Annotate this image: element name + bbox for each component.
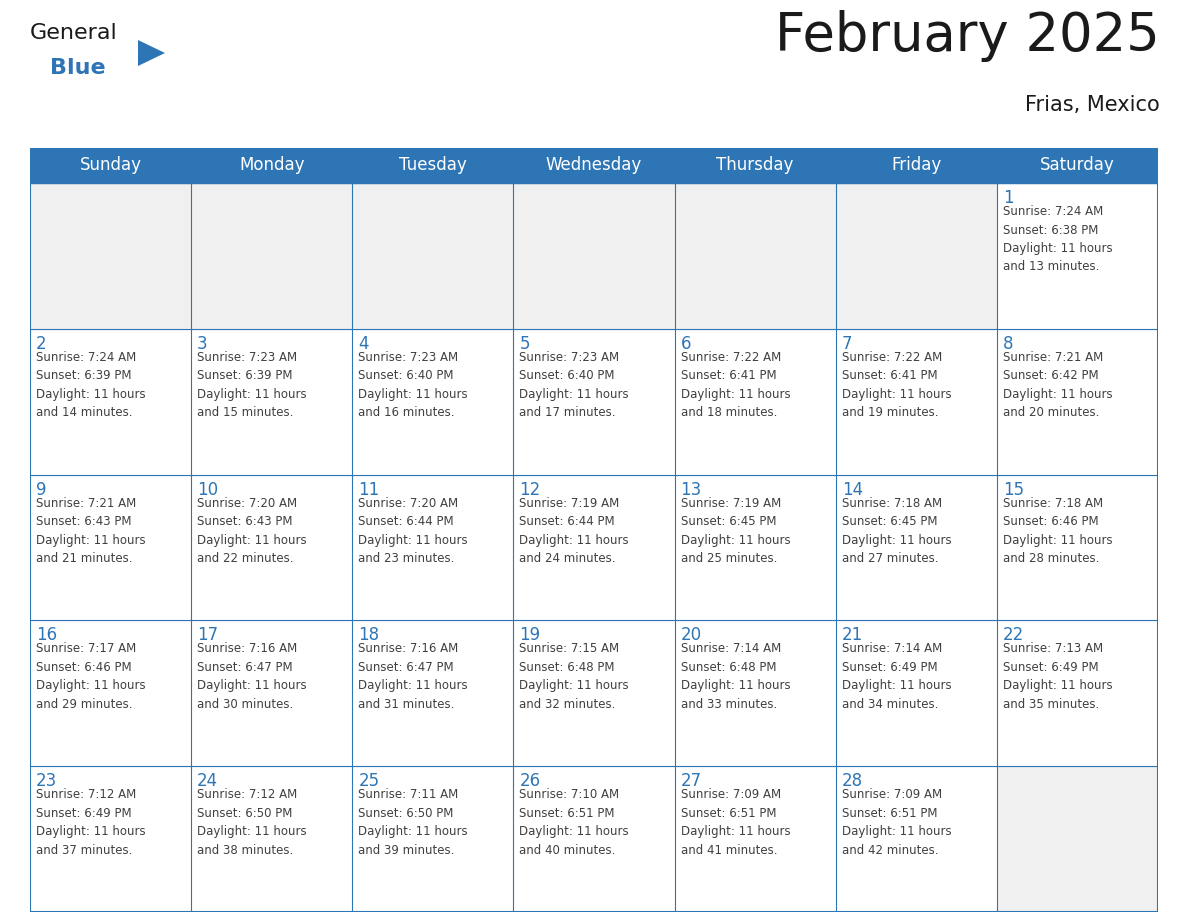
Text: Sunrise: 7:24 AM
Sunset: 6:38 PM
Daylight: 11 hours
and 13 minutes.: Sunrise: 7:24 AM Sunset: 6:38 PM Dayligh… [1003, 205, 1112, 274]
Text: 6: 6 [681, 335, 691, 353]
Text: 15: 15 [1003, 481, 1024, 498]
Text: Sunrise: 7:22 AM
Sunset: 6:41 PM
Daylight: 11 hours
and 19 minutes.: Sunrise: 7:22 AM Sunset: 6:41 PM Dayligh… [842, 351, 952, 420]
Text: 8: 8 [1003, 335, 1013, 353]
Text: Sunrise: 7:23 AM
Sunset: 6:40 PM
Daylight: 11 hours
and 17 minutes.: Sunrise: 7:23 AM Sunset: 6:40 PM Dayligh… [519, 351, 630, 420]
Text: 12: 12 [519, 481, 541, 498]
Text: Sunrise: 7:20 AM
Sunset: 6:43 PM
Daylight: 11 hours
and 22 minutes.: Sunrise: 7:20 AM Sunset: 6:43 PM Dayligh… [197, 497, 307, 565]
Text: Sunrise: 7:13 AM
Sunset: 6:49 PM
Daylight: 11 hours
and 35 minutes.: Sunrise: 7:13 AM Sunset: 6:49 PM Dayligh… [1003, 643, 1112, 711]
Text: Thursday: Thursday [716, 156, 794, 174]
Text: Tuesday: Tuesday [399, 156, 467, 174]
Text: Wednesday: Wednesday [545, 156, 643, 174]
Text: February 2025: February 2025 [776, 10, 1159, 62]
Text: Sunrise: 7:16 AM
Sunset: 6:47 PM
Daylight: 11 hours
and 30 minutes.: Sunrise: 7:16 AM Sunset: 6:47 PM Dayligh… [197, 643, 307, 711]
Text: Friday: Friday [891, 156, 941, 174]
Text: Sunrise: 7:21 AM
Sunset: 6:43 PM
Daylight: 11 hours
and 21 minutes.: Sunrise: 7:21 AM Sunset: 6:43 PM Dayligh… [36, 497, 146, 565]
Text: Sunrise: 7:24 AM
Sunset: 6:39 PM
Daylight: 11 hours
and 14 minutes.: Sunrise: 7:24 AM Sunset: 6:39 PM Dayligh… [36, 351, 146, 420]
Text: 5: 5 [519, 335, 530, 353]
Text: 17: 17 [197, 626, 219, 644]
Text: 7: 7 [842, 335, 852, 353]
Text: Sunrise: 7:21 AM
Sunset: 6:42 PM
Daylight: 11 hours
and 20 minutes.: Sunrise: 7:21 AM Sunset: 6:42 PM Dayligh… [1003, 351, 1112, 420]
Text: 22: 22 [1003, 626, 1024, 644]
Text: Sunrise: 7:14 AM
Sunset: 6:48 PM
Daylight: 11 hours
and 33 minutes.: Sunrise: 7:14 AM Sunset: 6:48 PM Dayligh… [681, 643, 790, 711]
Text: Sunday: Sunday [80, 156, 141, 174]
Text: 23: 23 [36, 772, 57, 790]
Text: General: General [30, 23, 118, 43]
Text: 28: 28 [842, 772, 862, 790]
Text: Sunrise: 7:18 AM
Sunset: 6:46 PM
Daylight: 11 hours
and 28 minutes.: Sunrise: 7:18 AM Sunset: 6:46 PM Dayligh… [1003, 497, 1112, 565]
Text: Sunrise: 7:12 AM
Sunset: 6:50 PM
Daylight: 11 hours
and 38 minutes.: Sunrise: 7:12 AM Sunset: 6:50 PM Dayligh… [197, 789, 307, 856]
Text: Sunrise: 7:23 AM
Sunset: 6:39 PM
Daylight: 11 hours
and 15 minutes.: Sunrise: 7:23 AM Sunset: 6:39 PM Dayligh… [197, 351, 307, 420]
Text: Sunrise: 7:23 AM
Sunset: 6:40 PM
Daylight: 11 hours
and 16 minutes.: Sunrise: 7:23 AM Sunset: 6:40 PM Dayligh… [359, 351, 468, 420]
Text: Blue: Blue [50, 58, 106, 78]
Text: Monday: Monday [239, 156, 304, 174]
Text: Sunrise: 7:14 AM
Sunset: 6:49 PM
Daylight: 11 hours
and 34 minutes.: Sunrise: 7:14 AM Sunset: 6:49 PM Dayligh… [842, 643, 952, 711]
Polygon shape [138, 40, 165, 66]
Text: Sunrise: 7:19 AM
Sunset: 6:44 PM
Daylight: 11 hours
and 24 minutes.: Sunrise: 7:19 AM Sunset: 6:44 PM Dayligh… [519, 497, 630, 565]
Text: 2: 2 [36, 335, 46, 353]
Text: 20: 20 [681, 626, 702, 644]
Text: 21: 21 [842, 626, 862, 644]
Text: 4: 4 [359, 335, 368, 353]
Text: 1: 1 [1003, 189, 1013, 207]
Text: 13: 13 [681, 481, 702, 498]
Text: 9: 9 [36, 481, 46, 498]
Text: Sunrise: 7:09 AM
Sunset: 6:51 PM
Daylight: 11 hours
and 42 minutes.: Sunrise: 7:09 AM Sunset: 6:51 PM Dayligh… [842, 789, 952, 856]
Text: Sunrise: 7:16 AM
Sunset: 6:47 PM
Daylight: 11 hours
and 31 minutes.: Sunrise: 7:16 AM Sunset: 6:47 PM Dayligh… [359, 643, 468, 711]
Text: 11: 11 [359, 481, 379, 498]
Text: 26: 26 [519, 772, 541, 790]
Text: Sunrise: 7:11 AM
Sunset: 6:50 PM
Daylight: 11 hours
and 39 minutes.: Sunrise: 7:11 AM Sunset: 6:50 PM Dayligh… [359, 789, 468, 856]
Text: 18: 18 [359, 626, 379, 644]
Text: Sunrise: 7:20 AM
Sunset: 6:44 PM
Daylight: 11 hours
and 23 minutes.: Sunrise: 7:20 AM Sunset: 6:44 PM Dayligh… [359, 497, 468, 565]
Text: 19: 19 [519, 626, 541, 644]
Text: 25: 25 [359, 772, 379, 790]
Text: 16: 16 [36, 626, 57, 644]
Text: Sunrise: 7:15 AM
Sunset: 6:48 PM
Daylight: 11 hours
and 32 minutes.: Sunrise: 7:15 AM Sunset: 6:48 PM Dayligh… [519, 643, 630, 711]
Text: Sunrise: 7:19 AM
Sunset: 6:45 PM
Daylight: 11 hours
and 25 minutes.: Sunrise: 7:19 AM Sunset: 6:45 PM Dayligh… [681, 497, 790, 565]
Text: Sunrise: 7:12 AM
Sunset: 6:49 PM
Daylight: 11 hours
and 37 minutes.: Sunrise: 7:12 AM Sunset: 6:49 PM Dayligh… [36, 789, 146, 856]
Text: Sunrise: 7:22 AM
Sunset: 6:41 PM
Daylight: 11 hours
and 18 minutes.: Sunrise: 7:22 AM Sunset: 6:41 PM Dayligh… [681, 351, 790, 420]
Text: Frias, Mexico: Frias, Mexico [1025, 95, 1159, 115]
Text: 10: 10 [197, 481, 219, 498]
Text: 27: 27 [681, 772, 702, 790]
Text: 3: 3 [197, 335, 208, 353]
Text: Saturday: Saturday [1040, 156, 1114, 174]
Text: Sunrise: 7:18 AM
Sunset: 6:45 PM
Daylight: 11 hours
and 27 minutes.: Sunrise: 7:18 AM Sunset: 6:45 PM Dayligh… [842, 497, 952, 565]
Text: Sunrise: 7:09 AM
Sunset: 6:51 PM
Daylight: 11 hours
and 41 minutes.: Sunrise: 7:09 AM Sunset: 6:51 PM Dayligh… [681, 789, 790, 856]
Text: Sunrise: 7:17 AM
Sunset: 6:46 PM
Daylight: 11 hours
and 29 minutes.: Sunrise: 7:17 AM Sunset: 6:46 PM Dayligh… [36, 643, 146, 711]
Text: Sunrise: 7:10 AM
Sunset: 6:51 PM
Daylight: 11 hours
and 40 minutes.: Sunrise: 7:10 AM Sunset: 6:51 PM Dayligh… [519, 789, 630, 856]
Text: 14: 14 [842, 481, 862, 498]
Text: 24: 24 [197, 772, 219, 790]
